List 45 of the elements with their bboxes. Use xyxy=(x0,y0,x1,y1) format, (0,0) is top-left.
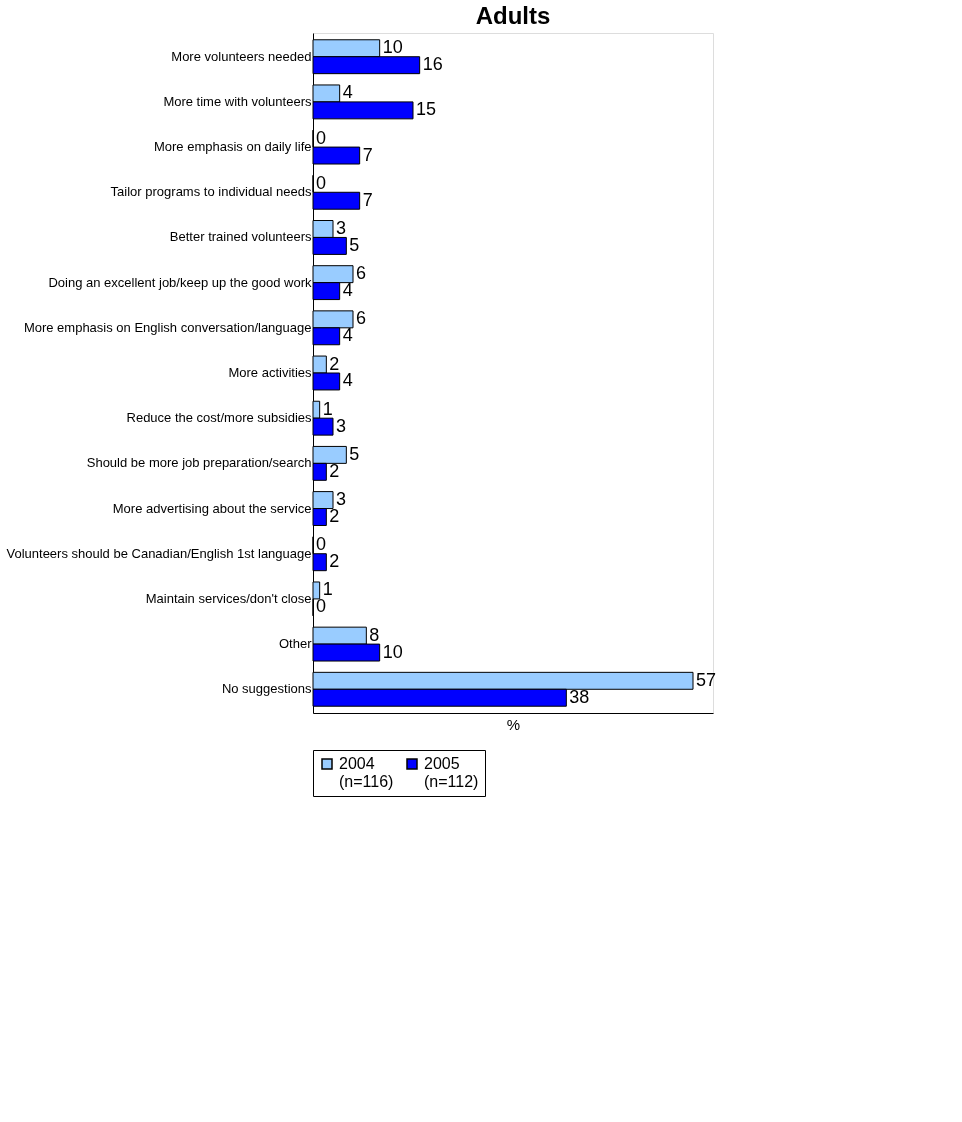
data-label: 10 xyxy=(382,641,403,662)
y-tick-label: More activities xyxy=(228,365,312,380)
y-tick-label: Other xyxy=(278,636,313,652)
data-label: 4 xyxy=(342,370,353,391)
data-label: 6 xyxy=(356,263,367,284)
data-label: 4 xyxy=(342,280,353,301)
data-label: 6 xyxy=(356,308,367,329)
data-label: 16 xyxy=(422,54,443,75)
data-label: 1 xyxy=(322,398,333,419)
y-tick-label: Should be more job preparation/search xyxy=(86,455,312,471)
legend-label: 2005 (n=112) xyxy=(424,755,479,790)
data-label: 5 xyxy=(349,443,360,464)
data-label: 38 xyxy=(569,686,590,707)
data-label: 2 xyxy=(329,353,340,374)
data-label: 5 xyxy=(349,234,360,255)
y-tick-label: More volunteers needed xyxy=(171,48,312,64)
data-label: 7 xyxy=(362,189,373,210)
y-tick-label: More emphasis on English conversation/language xyxy=(23,319,312,335)
data-label: 57 xyxy=(696,669,717,690)
y-tick-label: Maintain services/don't close xyxy=(145,590,312,606)
y-tick-label: Tailor programs to individual needs xyxy=(110,184,312,200)
data-label: 15 xyxy=(416,99,437,120)
chart-title: Adults xyxy=(475,2,551,29)
data-label: 4 xyxy=(342,325,353,346)
data-label: 3 xyxy=(336,217,347,238)
y-tick-label: No suggestions xyxy=(221,681,312,697)
data-label: 0 xyxy=(316,534,327,555)
legend-label: 2004 (n=116) xyxy=(339,755,394,790)
data-label: 0 xyxy=(316,172,327,193)
y-tick-label: Doing an excellent job/keep up the good work xyxy=(48,274,312,290)
data-label: 2 xyxy=(329,460,340,481)
data-label: 10 xyxy=(382,37,403,58)
data-label: 2 xyxy=(329,551,340,572)
y-tick-label: Better trained volunteers xyxy=(169,229,312,245)
y-tick-label: More emphasis on daily life xyxy=(153,139,312,155)
data-label: 0 xyxy=(316,127,327,148)
x-axis-title: % xyxy=(506,715,521,733)
y-tick-label: Reduce the cost/more subsidies xyxy=(126,410,312,426)
data-label: 7 xyxy=(362,144,373,165)
y-tick-label: More time with volunteers xyxy=(163,93,312,109)
data-label: 4 xyxy=(342,82,353,103)
y-tick-label: Volunteers should be Canadian/English 1st language xyxy=(6,545,312,561)
data-label: 8 xyxy=(369,624,380,645)
data-label: 3 xyxy=(336,415,347,436)
y-tick-label: More advertising about the service xyxy=(112,500,312,516)
